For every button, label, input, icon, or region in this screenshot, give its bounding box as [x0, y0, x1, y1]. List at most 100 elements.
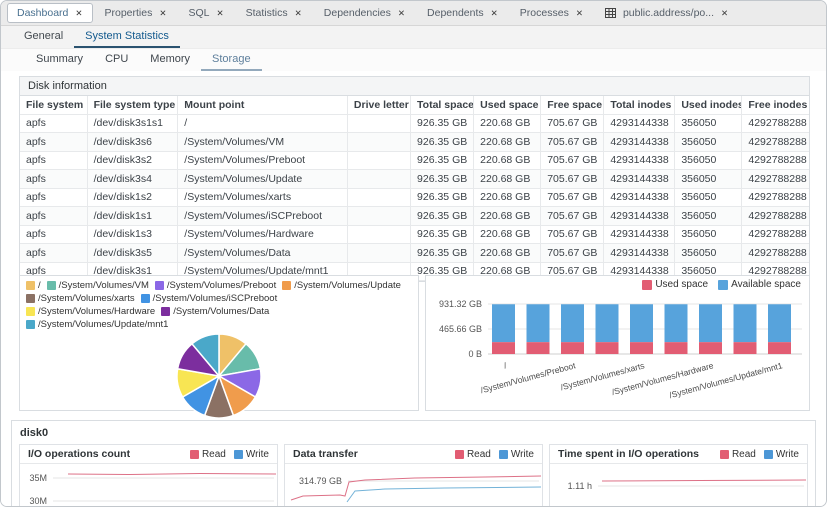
table-cell: 220.68 GB: [474, 133, 541, 152]
tab-label: Processes: [520, 7, 569, 19]
table-cell: 926.35 GB: [411, 133, 474, 152]
document-tab-dashboard[interactable]: Dashboard✕: [7, 3, 93, 23]
table-cell: 926.35 GB: [411, 188, 474, 207]
disk0-title: disk0: [12, 421, 815, 444]
legend-label: Write: [776, 449, 799, 460]
chart-card-header: Data transferReadWrite: [285, 445, 542, 464]
bar-used-segment: [630, 342, 653, 354]
table-cell: 705.67 GB: [541, 151, 604, 170]
table-cell: /dev/disk3s5: [87, 244, 178, 263]
chart-card-header: I/O operations countReadWrite: [20, 445, 277, 464]
column-header-free-inodes: Free inodes: [742, 96, 809, 114]
document-tab-dependents[interactable]: Dependents✕: [417, 3, 508, 23]
bar-used-segment: [734, 342, 757, 354]
tab-label: Dependencies: [324, 7, 391, 19]
table-cell: 926.35 GB: [411, 244, 474, 263]
tab-system-statistics[interactable]: System Statistics: [74, 26, 180, 48]
disk-information-panel: Disk information File systemFile system …: [19, 76, 810, 282]
table-cell: 4292788288: [742, 114, 809, 133]
bar-available-segment: [596, 304, 619, 342]
table-cell: /dev/disk3s1s1: [87, 114, 178, 133]
subtab-summary[interactable]: Summary: [25, 49, 94, 71]
legend-item-system-volumes-update-mnt1: /System/Volumes/Update/mnt1: [26, 318, 168, 331]
table-cell: apfs: [20, 244, 87, 263]
close-icon[interactable]: ✕: [75, 9, 82, 18]
bar-used-segment: [561, 342, 584, 354]
bar-chart-legend: Used space Available space: [426, 276, 809, 290]
chart-card-time-spent-in-i-o-operations: Time spent in I/O operationsReadWrite1.1…: [549, 444, 808, 507]
legend-label: Read: [202, 449, 226, 460]
bar-used-segment: [492, 342, 515, 354]
legend-label: Read: [732, 449, 756, 460]
table-cell: /System/Volumes/Update: [178, 170, 348, 189]
y-axis-tick: 465.66 GB: [439, 324, 482, 334]
table-cell: apfs: [20, 207, 87, 226]
column-header-total-space: Total space: [411, 96, 474, 114]
close-icon[interactable]: ✕: [295, 9, 302, 18]
subtab-memory[interactable]: Memory: [139, 49, 201, 71]
bar-used-segment: [665, 342, 688, 354]
legend-item-system-volumes-xarts: /System/Volumes/xarts: [26, 292, 135, 305]
document-tab-statistics[interactable]: Statistics✕: [236, 3, 312, 23]
legend-label: /System/Volumes/xarts: [38, 292, 135, 305]
table-cell: 4292788288: [742, 207, 809, 226]
table-cell: 356050: [675, 133, 742, 152]
close-icon[interactable]: ✕: [576, 9, 583, 18]
line-chart-data-transfer: 314.79 GB: [285, 464, 543, 507]
legend-swatch-icon: [141, 294, 150, 303]
disk-information-title: Disk information: [20, 77, 809, 96]
subtab-storage[interactable]: Storage: [201, 49, 262, 71]
chart-legend: Read Write: [720, 449, 799, 460]
table-row: apfs/dev/disk3s5/System/Volumes/Data926.…: [20, 244, 809, 263]
chart-card-data-transfer: Data transferReadWrite314.79 GB: [284, 444, 543, 507]
table-cell: /System/Volumes/Hardware: [178, 225, 348, 244]
table-cell: 705.67 GB: [541, 170, 604, 189]
column-header-free-space: Free space: [541, 96, 604, 114]
document-tab-sql[interactable]: SQL ✕: [178, 3, 233, 23]
chart-title: Data transfer: [293, 448, 358, 460]
pie-chart-legend: //System/Volumes/VM/System/Volumes/Prebo…: [20, 276, 418, 331]
document-tab-processes[interactable]: Processes ✕: [510, 3, 593, 23]
close-icon[interactable]: ✕: [491, 9, 498, 18]
table-row: apfs/dev/disk1s2/System/Volumes/xarts926…: [20, 188, 809, 207]
table-cell: 356050: [675, 244, 742, 263]
y-axis-tick: 931.32 GB: [439, 299, 482, 309]
subtab-cpu[interactable]: CPU: [94, 49, 139, 71]
document-tab-properties[interactable]: Properties✕: [95, 3, 177, 23]
table-row: apfs/dev/disk1s3/System/Volumes/Hardware…: [20, 225, 809, 244]
legend-swatch-icon: [26, 294, 35, 303]
disk0-charts-row: I/O operations countReadWrite35M30MData …: [12, 444, 815, 507]
tab-label: SQL: [188, 7, 209, 19]
bar-used-segment: [596, 342, 619, 354]
disk0-panel: disk0 I/O operations countReadWrite35M30…: [11, 420, 816, 507]
close-icon[interactable]: ✕: [159, 9, 166, 18]
document-tab-public-address-po[interactable]: public.address/po...✕: [595, 3, 738, 23]
table-cell: 356050: [675, 188, 742, 207]
legend-label: Available space: [731, 279, 801, 290]
legend-item-write: Write: [234, 449, 269, 460]
close-icon[interactable]: ✕: [398, 9, 405, 18]
table-cell: [347, 188, 410, 207]
table-cell: [347, 225, 410, 244]
table-cell: 220.68 GB: [474, 244, 541, 263]
close-icon[interactable]: ✕: [721, 9, 728, 18]
tab-general[interactable]: General: [13, 26, 74, 48]
table-cell: 356050: [675, 225, 742, 244]
legend-swatch-icon: [764, 450, 773, 459]
table-cell: 4293144338: [604, 225, 675, 244]
document-tab-dependencies[interactable]: Dependencies ✕: [314, 3, 415, 23]
bar-available-segment: [492, 304, 515, 342]
table-cell: 705.67 GB: [541, 133, 604, 152]
table-cell: [347, 114, 410, 133]
table-cell: 4292788288: [742, 244, 809, 263]
legend-item-read: Read: [190, 449, 226, 460]
series-line-read: [68, 474, 276, 475]
y-axis-tick: 30M: [29, 496, 47, 506]
table-cell: 926.35 GB: [411, 225, 474, 244]
legend-item-used-space: Used space: [642, 279, 708, 290]
legend-item-root: /: [26, 279, 41, 292]
table-row: apfs/dev/disk3s6/System/Volumes/VM926.35…: [20, 133, 809, 152]
table-cell: 705.67 GB: [541, 225, 604, 244]
close-icon[interactable]: ✕: [217, 9, 224, 18]
table-row: apfs/dev/disk1s1/System/Volumes/iSCPrebo…: [20, 207, 809, 226]
